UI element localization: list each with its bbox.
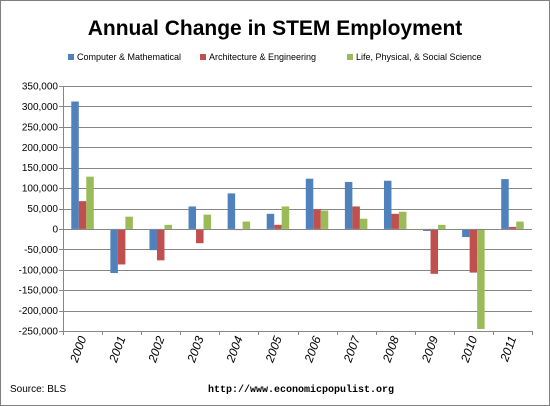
bar [164, 224, 172, 229]
bar [516, 221, 524, 229]
bar [110, 228, 118, 274]
y-tick-label: 300,000 [22, 102, 59, 113]
bar [71, 101, 79, 229]
bar [462, 228, 470, 238]
bar [501, 179, 509, 229]
bar [281, 206, 290, 229]
bar [383, 180, 392, 229]
bar [188, 206, 197, 229]
bar [274, 224, 282, 229]
bar [469, 228, 478, 273]
bar [344, 181, 353, 229]
y-tick-label: 200,000 [22, 143, 59, 154]
bar [86, 176, 94, 229]
source-url: http://www.economicpopulist.org [208, 384, 394, 396]
source-note: Source: BLS [10, 384, 66, 395]
bar [320, 210, 329, 229]
bars [71, 101, 524, 329]
bar [266, 213, 275, 229]
y-tick-label: -250,000 [19, 327, 59, 338]
bar [438, 224, 446, 229]
y-tick-label: 50,000 [27, 204, 58, 215]
bar [196, 228, 204, 244]
chart-title: Annual Change in STEM Employment [88, 17, 463, 40]
bar [398, 211, 407, 229]
y-tick-label: -150,000 [19, 286, 59, 297]
y-tick-label: 150,000 [22, 163, 59, 174]
bar [149, 228, 157, 251]
bar [391, 213, 399, 229]
axes [59, 86, 533, 335]
bar [313, 209, 321, 229]
y-tick-label: -50,000 [24, 245, 58, 256]
bar [227, 193, 236, 229]
bar [430, 228, 439, 274]
legend-label: Life, Physical, & Social Science [356, 52, 482, 62]
legend-swatch [68, 54, 74, 60]
bar [125, 216, 133, 229]
legend-swatch [200, 54, 206, 60]
y-tick-labels: 350,000 300,000 250,000 200,000 150,000 100,0… [19, 82, 59, 338]
y-tick-label: 100,000 [22, 184, 59, 195]
bar [78, 201, 87, 229]
bar [352, 206, 360, 229]
legend: Computer & Mathematical Architecture & En… [68, 52, 482, 62]
bar [477, 228, 485, 329]
bar [203, 214, 212, 229]
y-tick-label: 350,000 [22, 82, 59, 93]
legend-swatch [347, 54, 353, 60]
bar [242, 221, 251, 229]
bar [508, 226, 517, 229]
y-tick-label: 0 [52, 224, 58, 235]
bar [156, 228, 165, 261]
bar [117, 228, 126, 265]
legend-label: Computer & Mathematical [77, 52, 181, 62]
y-tick-label: -100,000 [19, 265, 59, 276]
y-tick-label: 250,000 [22, 122, 59, 133]
y-tick-label: -200,000 [19, 306, 59, 317]
bar [359, 218, 368, 229]
legend-label: Architecture & Engineering [209, 52, 316, 62]
bar [305, 178, 314, 229]
